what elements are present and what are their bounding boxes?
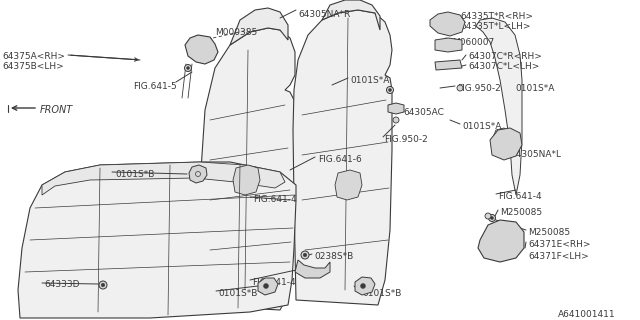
Text: 0238S*B: 0238S*B xyxy=(314,252,353,261)
Polygon shape xyxy=(435,60,462,70)
Polygon shape xyxy=(42,162,285,195)
Circle shape xyxy=(457,85,463,91)
Text: 0101S*B: 0101S*B xyxy=(115,170,154,179)
Text: 64333D: 64333D xyxy=(44,280,79,289)
Text: FIG.641-4: FIG.641-4 xyxy=(498,192,541,201)
Text: 64307C*L<LH>: 64307C*L<LH> xyxy=(468,62,540,71)
Polygon shape xyxy=(18,162,296,318)
Text: 64335T*R<RH>: 64335T*R<RH> xyxy=(460,12,533,21)
Circle shape xyxy=(303,253,307,257)
Polygon shape xyxy=(492,128,510,152)
Polygon shape xyxy=(478,220,524,262)
Text: 64335T*L<LH>: 64335T*L<LH> xyxy=(460,22,531,31)
Text: FIG.641-5: FIG.641-5 xyxy=(133,82,177,91)
Text: FIG.641-6: FIG.641-6 xyxy=(318,155,362,164)
Text: 64375A<RH>: 64375A<RH> xyxy=(2,52,65,61)
Polygon shape xyxy=(322,0,380,30)
Text: FIG.641-4: FIG.641-4 xyxy=(252,278,296,287)
Circle shape xyxy=(184,65,191,71)
Circle shape xyxy=(388,89,392,92)
Circle shape xyxy=(360,284,365,289)
Circle shape xyxy=(490,217,493,220)
Polygon shape xyxy=(388,103,404,114)
Polygon shape xyxy=(430,12,465,36)
Text: 0101S*B: 0101S*B xyxy=(218,289,257,298)
Text: 64375B<LH>: 64375B<LH> xyxy=(2,62,64,71)
Text: M000385: M000385 xyxy=(215,28,257,37)
Polygon shape xyxy=(295,260,330,278)
Polygon shape xyxy=(230,8,288,45)
Circle shape xyxy=(488,214,495,221)
Circle shape xyxy=(195,172,200,177)
Text: FRONT: FRONT xyxy=(40,105,73,115)
Text: 0101S*A: 0101S*A xyxy=(350,76,389,85)
Polygon shape xyxy=(189,165,207,183)
Circle shape xyxy=(301,251,309,259)
Circle shape xyxy=(387,86,394,93)
Text: FIG.950-2: FIG.950-2 xyxy=(384,135,428,144)
Text: A641001411: A641001411 xyxy=(558,310,616,319)
Text: 64371E<RH>: 64371E<RH> xyxy=(528,240,591,249)
Text: 64305NA*R: 64305NA*R xyxy=(298,10,350,19)
Circle shape xyxy=(99,281,107,289)
Text: 64371F<LH>: 64371F<LH> xyxy=(528,252,589,261)
Text: FIG.641-4: FIG.641-4 xyxy=(253,195,296,204)
Polygon shape xyxy=(435,38,462,52)
Text: 64307C*R<RH>: 64307C*R<RH> xyxy=(468,52,542,61)
Polygon shape xyxy=(233,165,260,195)
Circle shape xyxy=(485,213,491,219)
Polygon shape xyxy=(476,18,522,195)
Polygon shape xyxy=(185,35,218,64)
Circle shape xyxy=(101,283,105,287)
Polygon shape xyxy=(355,277,375,295)
Text: M250085: M250085 xyxy=(500,208,542,217)
Polygon shape xyxy=(258,278,278,295)
Circle shape xyxy=(186,67,189,69)
Circle shape xyxy=(264,284,269,289)
Text: 0101S*A: 0101S*A xyxy=(462,122,501,131)
Polygon shape xyxy=(195,28,296,310)
Text: M250085: M250085 xyxy=(528,228,570,237)
Circle shape xyxy=(393,117,399,123)
Polygon shape xyxy=(293,10,392,305)
Text: 0101S*B: 0101S*B xyxy=(362,289,401,298)
Text: 0101S*A: 0101S*A xyxy=(515,84,554,93)
Text: 64305AC: 64305AC xyxy=(403,108,444,117)
Polygon shape xyxy=(490,128,522,160)
Text: 64305NA*L: 64305NA*L xyxy=(510,150,561,159)
Text: FIG.950-2: FIG.950-2 xyxy=(457,84,500,93)
Polygon shape xyxy=(335,170,362,200)
Text: M060007: M060007 xyxy=(452,38,494,47)
